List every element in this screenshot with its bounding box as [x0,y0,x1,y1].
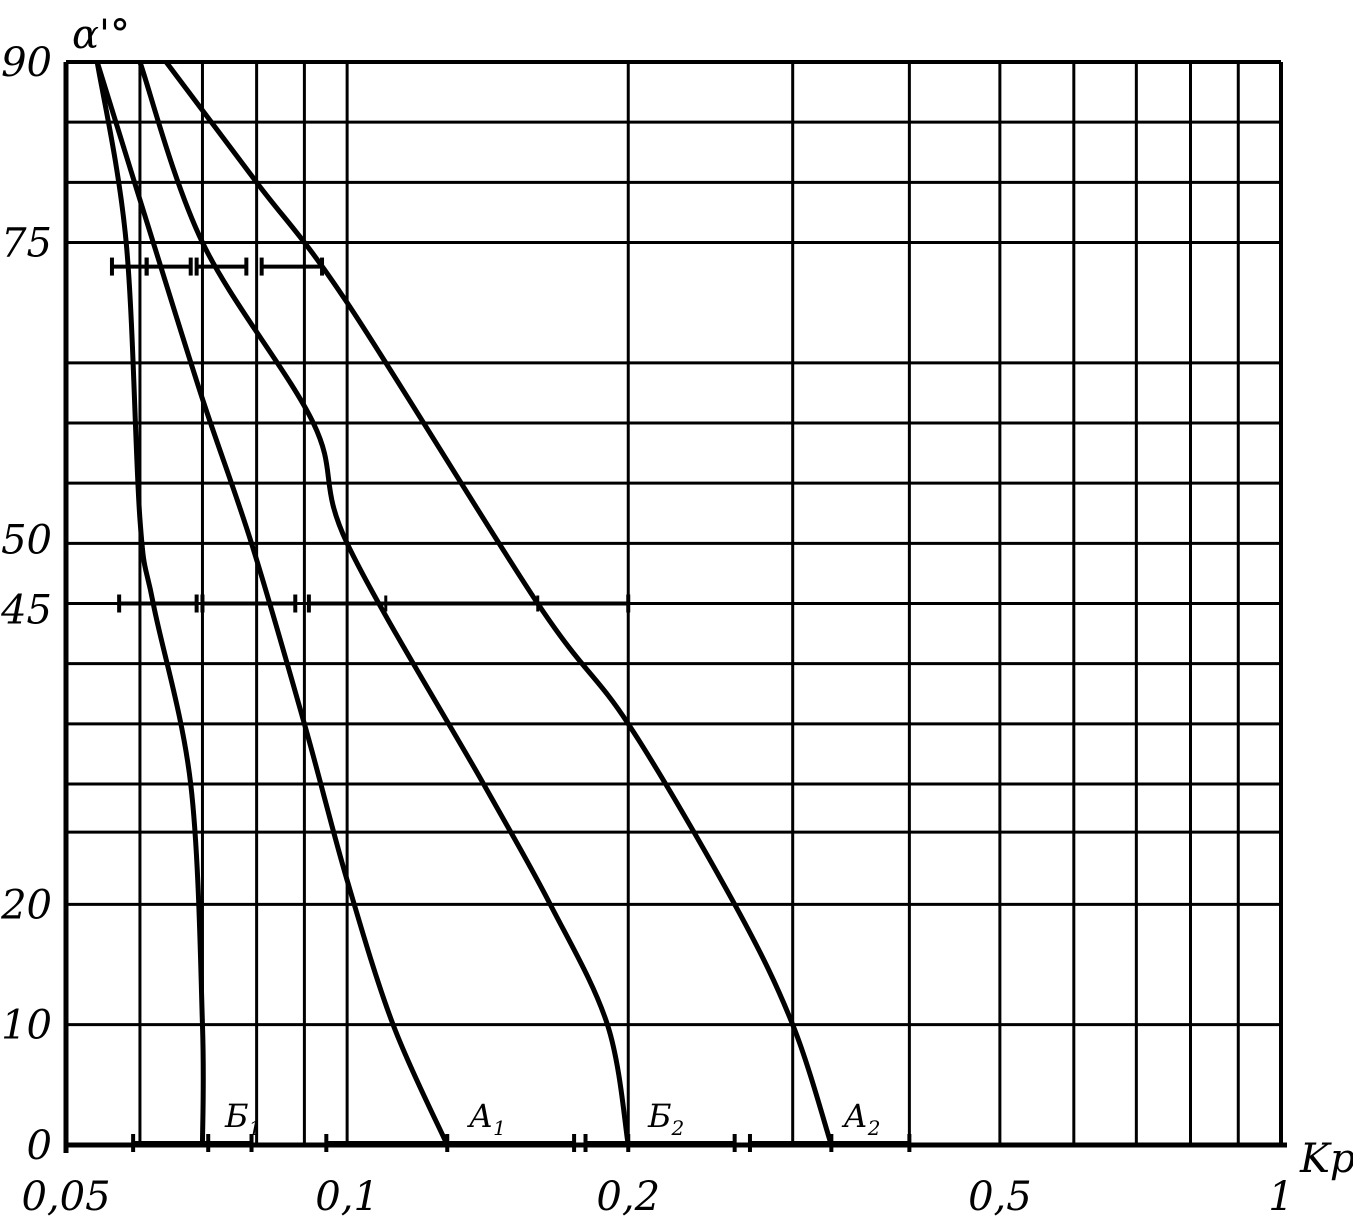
x-tick-label: 1 [1268,1174,1293,1220]
range-bars [109,257,912,1152]
x-tick-label: 0,1 [315,1174,379,1220]
curve-label-Б1: Б1 [224,1097,261,1140]
curve-Б2 [137,61,631,1146]
curve-label-А2: А2 [841,1097,880,1140]
x-tick-label: 0,05 [21,1174,110,1220]
y-tick-label: 75 [1,221,52,267]
curve-label-А1: А1 [467,1097,506,1140]
y-tick-label: 50 [1,517,52,563]
y-axis-label: α'° [72,12,130,58]
y-tick-label: 45 [0,588,52,634]
curve-А1 [94,61,450,1147]
x-tick-label: 0,5 [968,1174,1032,1220]
curve-А2 [164,60,834,1146]
y-tick-label: 90 [1,40,52,86]
curve-label-Б2: Б2 [647,1097,684,1140]
grid [63,60,1287,1153]
y-tick-label: 0 [27,1123,52,1169]
x-tick-label: 0,2 [596,1174,660,1220]
y-tick-label: 20 [0,882,52,928]
y-tick-label: 10 [1,1003,52,1049]
x-axis-label: Kp [1299,1136,1353,1182]
